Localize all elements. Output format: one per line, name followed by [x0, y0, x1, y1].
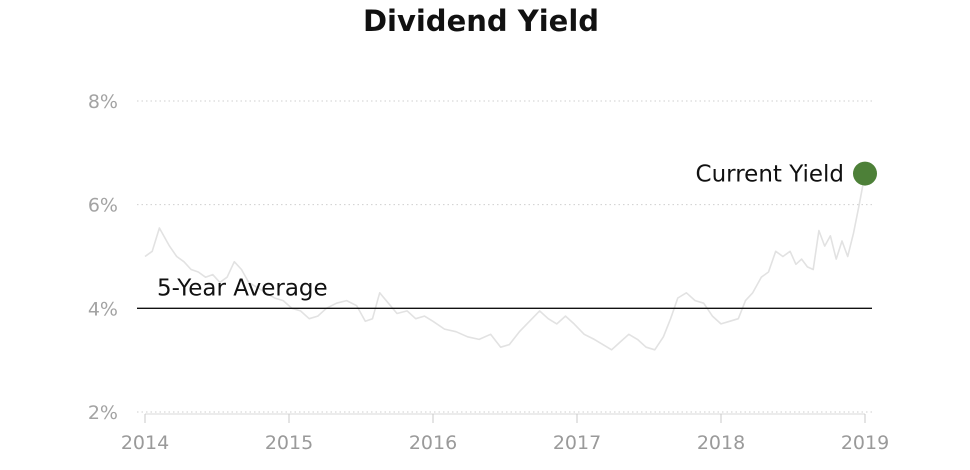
x-tick-label: 2018: [697, 432, 745, 454]
y-tick-label: 4%: [88, 298, 118, 320]
average-label: 5-Year Average: [157, 275, 328, 301]
x-tick-label: 2015: [265, 432, 313, 454]
current-yield-marker: [853, 161, 877, 186]
yield-series-line: [144, 173, 866, 351]
reference-layer: 5-Year Average: [137, 275, 872, 310]
y-tick-label: 6%: [88, 195, 118, 217]
chart-title: Dividend Yield: [362, 4, 600, 38]
x-axis: 2014 2015 2016 2017 2018 2019: [121, 413, 889, 454]
y-axis: 8% 6% 4% 2%: [88, 91, 118, 424]
current-yield-label: Current Yield: [696, 162, 844, 188]
x-tick-label: 2016: [409, 432, 457, 454]
x-tick-label: 2017: [553, 432, 601, 454]
y-tick-label: 2%: [88, 402, 118, 424]
series-layer: [144, 173, 866, 351]
x-tick-label: 2014: [121, 432, 169, 454]
y-tick-label: 8%: [88, 91, 118, 113]
highlight-layer: Current Yield: [696, 161, 877, 188]
grid-layer: [137, 100, 872, 413]
x-tick-label: 2019: [841, 432, 889, 454]
